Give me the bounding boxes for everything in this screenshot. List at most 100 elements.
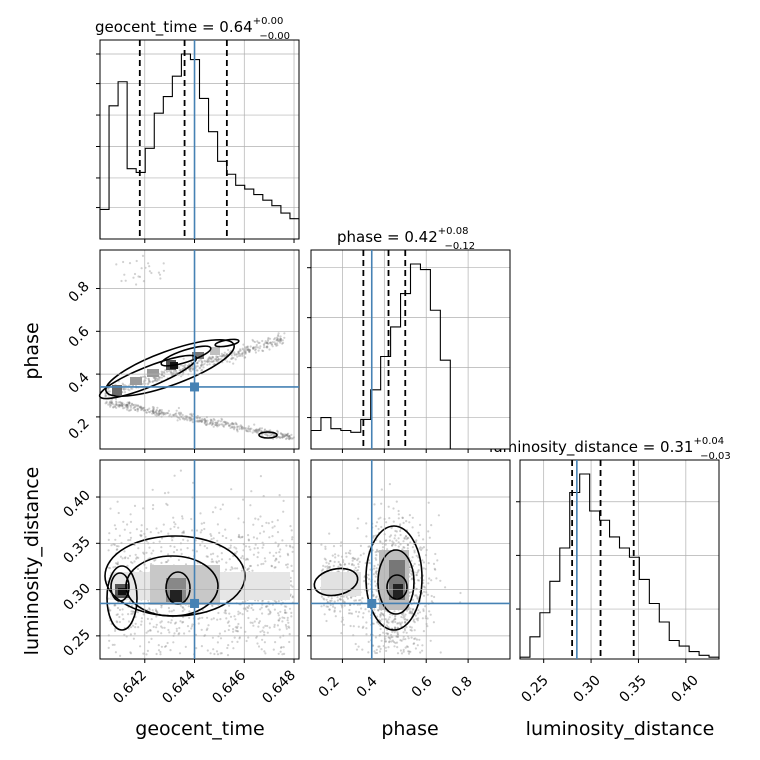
sample-point <box>171 539 174 542</box>
sample-point <box>381 612 384 615</box>
sample-point <box>114 397 118 401</box>
sample-point <box>152 406 155 409</box>
sample-point <box>124 556 127 559</box>
sample-point <box>179 620 182 623</box>
sample-point <box>167 409 170 412</box>
sample-point <box>184 417 187 420</box>
sample-point <box>271 345 274 348</box>
sample-point <box>244 545 248 548</box>
sample-point <box>152 411 155 414</box>
sample-point <box>372 594 375 597</box>
sample-point <box>205 421 208 424</box>
sample-point <box>114 404 117 407</box>
sample-point <box>257 341 260 344</box>
sample-point <box>123 388 126 391</box>
sample-point <box>131 387 134 390</box>
sample-point <box>228 351 231 354</box>
sample-point <box>275 600 278 603</box>
sample-point <box>237 517 240 520</box>
sample-point <box>270 343 273 346</box>
sample-point <box>175 627 178 630</box>
y-axis-label-phase: phase <box>21 322 43 379</box>
sample-point <box>115 403 118 406</box>
sample-point <box>405 619 409 622</box>
sample-point <box>114 562 118 565</box>
sample-point <box>218 423 221 426</box>
sample-point <box>387 636 390 639</box>
sample-point <box>375 648 378 652</box>
sample-point <box>182 417 185 420</box>
sample-point <box>399 543 402 546</box>
sample-point <box>151 412 154 415</box>
sample-point <box>275 339 278 342</box>
sample-point <box>397 537 400 540</box>
sample-point <box>183 608 186 611</box>
sample-point <box>285 605 288 608</box>
sample-point <box>179 368 182 371</box>
sample-point <box>281 433 284 436</box>
sample-point <box>252 608 255 612</box>
sample-point <box>252 523 255 526</box>
sample-point <box>190 627 193 630</box>
sample-point <box>214 423 217 426</box>
sample-point <box>271 526 274 529</box>
sample-point <box>195 647 198 650</box>
sample-point <box>282 646 285 649</box>
sample-point <box>228 612 231 615</box>
sample-point <box>189 413 192 416</box>
sample-point <box>333 610 336 613</box>
sample-point <box>359 598 362 602</box>
density-cell <box>147 369 159 377</box>
sample-point <box>152 549 155 552</box>
sample-point <box>144 377 147 380</box>
sample-point <box>210 558 214 561</box>
sample-point <box>416 597 420 600</box>
sample-point <box>353 557 356 561</box>
sample-point <box>415 554 418 557</box>
sample-point <box>210 360 213 363</box>
sample-point <box>422 561 425 564</box>
sample-point <box>391 639 394 642</box>
sample-point <box>207 357 210 361</box>
sample-point <box>216 539 219 542</box>
sample-point <box>202 366 205 369</box>
sample-point <box>153 559 156 562</box>
sample-point <box>120 402 123 405</box>
sample-point <box>404 621 407 624</box>
sample-point <box>257 429 260 433</box>
sample-point <box>148 379 151 382</box>
sample-point <box>146 383 150 386</box>
sample-point <box>263 631 266 634</box>
sample-point <box>248 545 251 548</box>
sample-point <box>128 409 131 412</box>
sample-point <box>256 547 259 550</box>
sample-point <box>211 422 214 426</box>
sample-point <box>123 273 126 276</box>
sample-point <box>174 523 177 526</box>
sample-point <box>257 645 261 648</box>
sample-point <box>146 408 149 411</box>
injection-marker <box>190 382 200 392</box>
sample-point <box>211 510 215 514</box>
sample-point <box>273 566 276 569</box>
sample-point <box>188 630 191 633</box>
sample-point <box>352 556 355 559</box>
sample-point <box>278 435 281 439</box>
sample-point <box>240 427 243 430</box>
sample-point <box>377 608 380 612</box>
sample-point <box>396 646 399 649</box>
sample-point <box>269 612 272 615</box>
xtick-label: 0.6 <box>409 674 436 701</box>
sample-point <box>417 570 420 573</box>
sample-point <box>382 631 385 634</box>
sample-point <box>352 625 355 628</box>
sample-point <box>160 546 163 549</box>
sample-point <box>154 411 157 414</box>
sample-point <box>246 568 249 572</box>
sample-point <box>121 557 124 560</box>
sample-point <box>215 424 218 427</box>
sample-point <box>284 611 287 614</box>
sample-point <box>270 432 273 436</box>
sample-point <box>189 418 192 421</box>
sample-point <box>290 615 293 618</box>
